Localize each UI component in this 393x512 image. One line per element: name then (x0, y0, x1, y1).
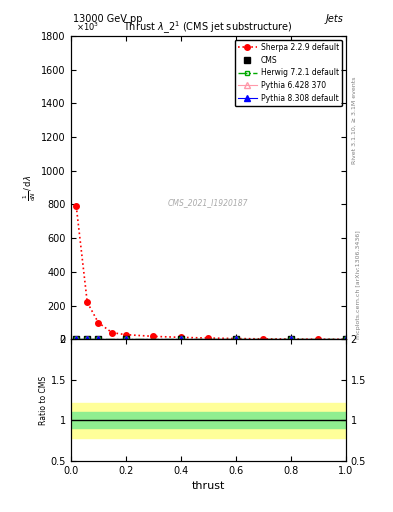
Sherpa 2.2.9 default (261, 336, 266, 342)
CMS (178, 336, 183, 342)
Text: 13000 GeV pp: 13000 GeV pp (73, 14, 143, 24)
X-axis label: thrust: thrust (192, 481, 225, 491)
Pythia 6.428 370 (233, 336, 238, 342)
CMS (288, 336, 293, 342)
Sherpa 2.2.9 default (343, 336, 348, 343)
Sherpa 2.2.9 default (74, 203, 79, 209)
Pythia 8.308 default (123, 336, 128, 342)
CMS (123, 336, 128, 342)
Sherpa 2.2.9 default (316, 336, 321, 343)
Herwig 7.2.1 default (123, 336, 128, 342)
Text: Jets: Jets (325, 14, 343, 24)
Pythia 8.308 default (178, 336, 183, 342)
CMS (85, 336, 90, 342)
Text: CMS_2021_I1920187: CMS_2021_I1920187 (168, 198, 248, 207)
Title: Thrust $\lambda\_2^1$ (CMS jet substructure): Thrust $\lambda\_2^1$ (CMS jet substruct… (123, 19, 293, 36)
Herwig 7.2.1 default (178, 336, 183, 342)
Pythia 6.428 370 (288, 336, 293, 342)
Text: $\times10^3$: $\times10^3$ (76, 20, 99, 33)
Sherpa 2.2.9 default (85, 299, 90, 305)
Pythia 8.308 default (343, 336, 348, 342)
Sherpa 2.2.9 default (96, 319, 101, 326)
Pythia 8.308 default (233, 336, 238, 342)
Y-axis label: $\frac{1}{\mathrm{d}N}\,/\,\mathrm{d}\lambda$: $\frac{1}{\mathrm{d}N}\,/\,\mathrm{d}\la… (22, 175, 39, 201)
Y-axis label: Ratio to CMS: Ratio to CMS (39, 375, 48, 424)
Line: Sherpa 2.2.9 default: Sherpa 2.2.9 default (73, 203, 349, 342)
Herwig 7.2.1 default (74, 336, 79, 342)
Pythia 6.428 370 (123, 336, 128, 342)
Text: mcplots.cern.ch [arXiv:1306.3436]: mcplots.cern.ch [arXiv:1306.3436] (356, 230, 361, 339)
Herwig 7.2.1 default (233, 336, 238, 342)
Pythia 6.428 370 (85, 336, 90, 342)
Bar (71, 402, 346, 438)
Text: Rivet 3.1.10, ≥ 3.1M events: Rivet 3.1.10, ≥ 3.1M events (352, 77, 357, 164)
CMS (233, 336, 238, 342)
Sherpa 2.2.9 default (178, 334, 183, 340)
Herwig 7.2.1 default (343, 336, 348, 342)
CMS (343, 336, 348, 342)
Line: Pythia 8.308 default: Pythia 8.308 default (73, 336, 349, 342)
Line: Pythia 6.428 370: Pythia 6.428 370 (73, 336, 349, 342)
Sherpa 2.2.9 default (110, 330, 114, 336)
Pythia 8.308 default (74, 336, 79, 342)
Herwig 7.2.1 default (96, 336, 101, 342)
Pythia 8.308 default (288, 336, 293, 342)
Pythia 6.428 370 (343, 336, 348, 342)
Herwig 7.2.1 default (85, 336, 90, 342)
CMS (74, 336, 79, 342)
Sherpa 2.2.9 default (288, 336, 293, 342)
CMS (96, 336, 101, 342)
Sherpa 2.2.9 default (123, 332, 128, 338)
Pythia 6.428 370 (74, 336, 79, 342)
Sherpa 2.2.9 default (151, 333, 156, 339)
Legend: Sherpa 2.2.9 default, CMS, Herwig 7.2.1 default, Pythia 6.428 370, Pythia 8.308 : Sherpa 2.2.9 default, CMS, Herwig 7.2.1 … (235, 39, 342, 106)
Sherpa 2.2.9 default (206, 335, 211, 341)
Pythia 6.428 370 (96, 336, 101, 342)
Bar (71, 412, 346, 429)
Pythia 6.428 370 (178, 336, 183, 342)
Herwig 7.2.1 default (288, 336, 293, 342)
Line: CMS: CMS (73, 336, 349, 342)
Sherpa 2.2.9 default (233, 335, 238, 342)
Pythia 8.308 default (96, 336, 101, 342)
Pythia 8.308 default (85, 336, 90, 342)
Line: Herwig 7.2.1 default: Herwig 7.2.1 default (74, 337, 348, 341)
